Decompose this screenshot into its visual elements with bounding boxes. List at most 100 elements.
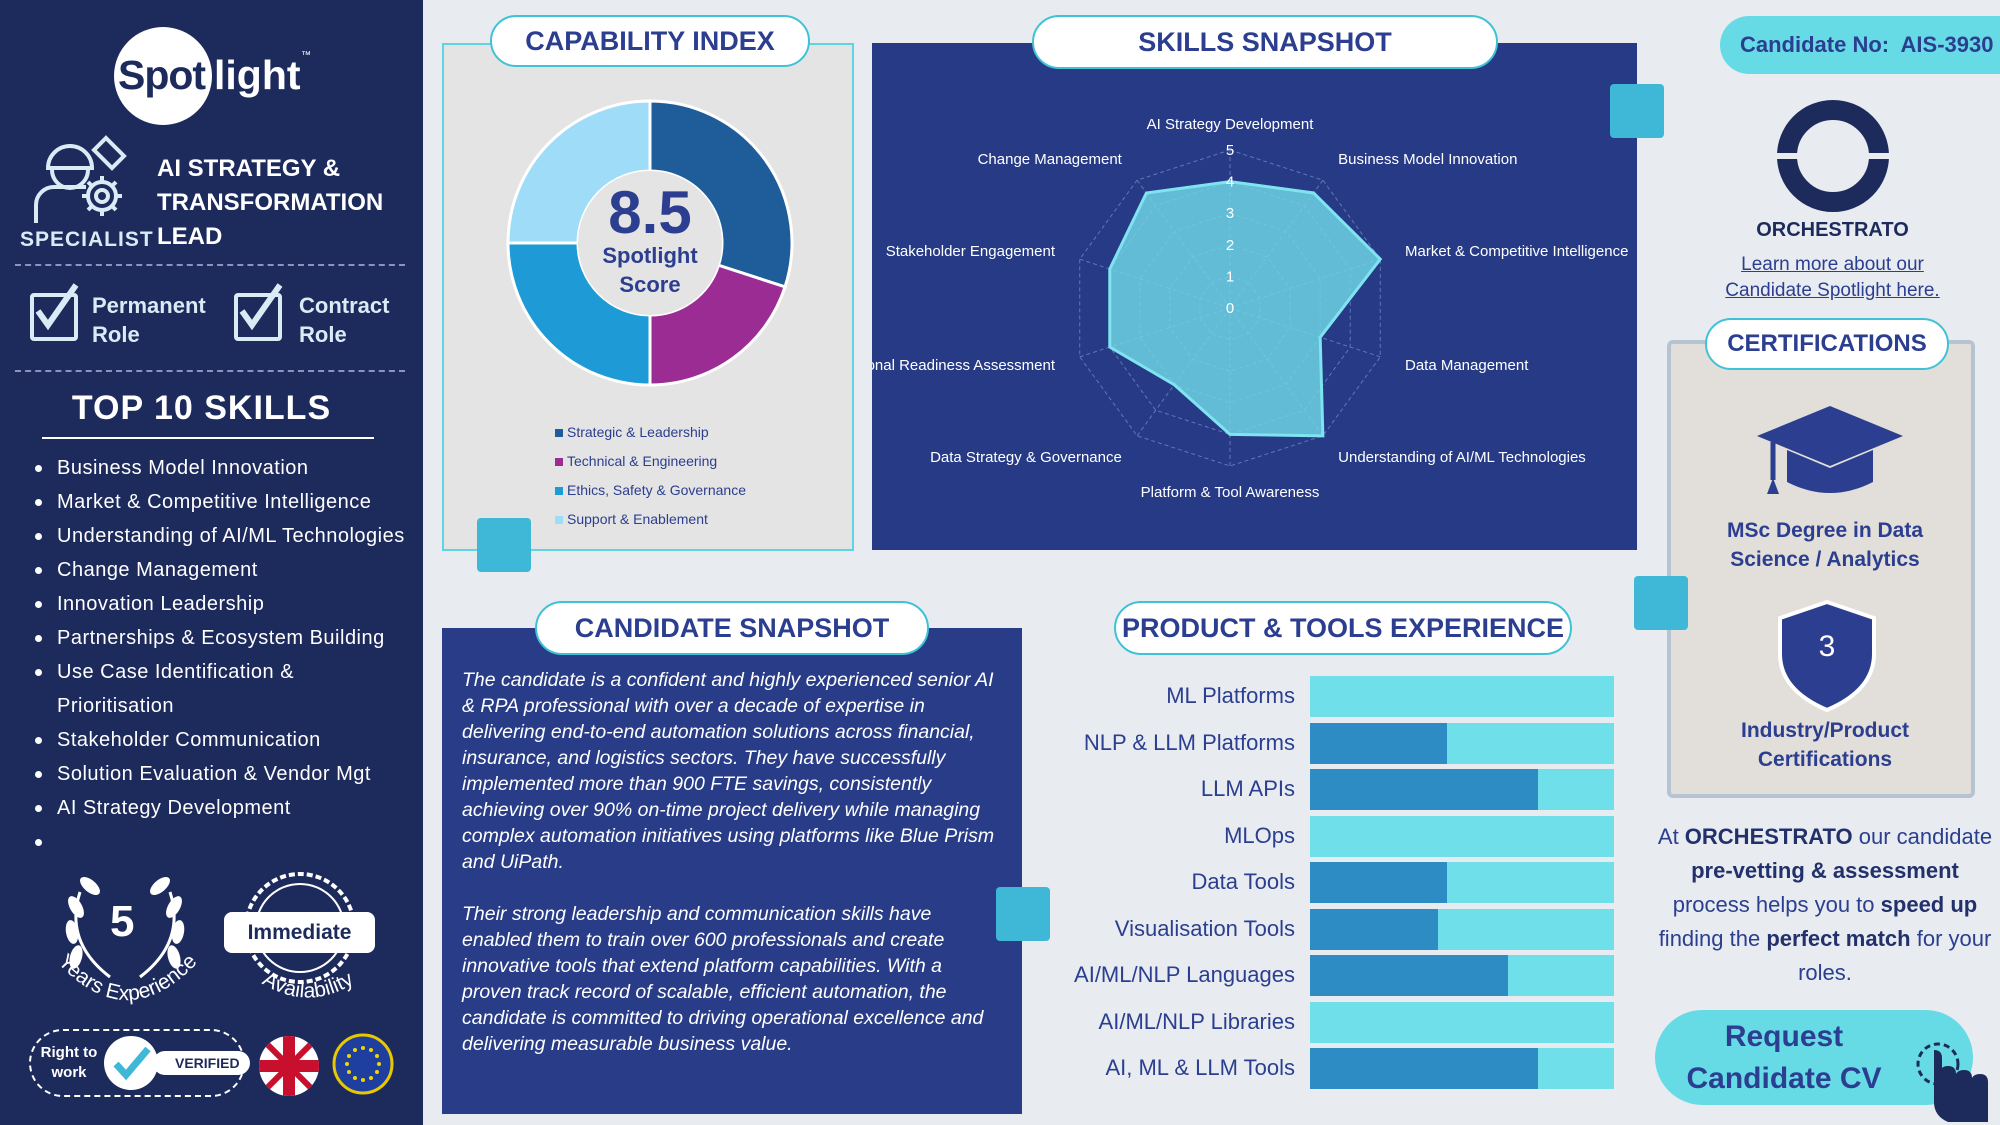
legend-swatch xyxy=(555,487,563,496)
tool-label: MLOps xyxy=(1224,822,1295,848)
certifications-title: CERTIFICATIONS xyxy=(1705,318,1949,370)
uk-flag-icon xyxy=(259,1036,319,1096)
summary-paragraph-1: The candidate is a confident and highly … xyxy=(462,669,995,873)
donut-hole xyxy=(578,171,722,315)
tool-label: AI, ML & LLM Tools xyxy=(1105,1055,1295,1080)
legend-item: Strategic & Leadership xyxy=(555,418,746,447)
tool-bar-fill xyxy=(1310,908,1438,950)
tool-row: Visualisation Tools xyxy=(995,908,1615,950)
skill-item: Stakeholder Communication xyxy=(30,723,410,757)
shield-icon xyxy=(1778,599,1876,713)
top-skills-title: TOP 10 SKILLS xyxy=(71,389,332,427)
request-cv-button[interactable]: Request Candidate CV xyxy=(1655,1010,1973,1105)
radar-tick-label: 5 xyxy=(1226,142,1234,159)
verified-label: VERIFIED xyxy=(153,1051,250,1075)
skill-item: Solution Evaluation & Vendor Mgt xyxy=(30,757,410,791)
legend-item: Support & Enablement xyxy=(555,505,746,534)
legend-label: Ethics, Safety & Governance xyxy=(567,482,746,498)
tool-bar xyxy=(1310,815,1614,857)
tool-row: NLP & LLM Platforms xyxy=(995,722,1615,764)
legend-label: Strategic & Leadership xyxy=(567,424,709,440)
logo-tm: ™ xyxy=(301,50,311,61)
legend-swatch xyxy=(555,458,563,467)
right-to-work-label: Right to work xyxy=(40,1044,98,1081)
radar-category-label: Stakeholder Engagement xyxy=(886,243,1056,260)
skills-radar-chart: 0 1 2 3 4 5 AI Strategy Development Business Mo… xyxy=(872,116,1628,501)
tool-bar xyxy=(1310,862,1614,903)
candidate-summary: The candidate is a confident and highly … xyxy=(462,667,1002,1057)
tool-bar xyxy=(1310,955,1614,996)
tool-bar xyxy=(1310,1001,1614,1043)
radar-category-label: Change Management xyxy=(978,151,1123,168)
radar-category-label: Understanding of AI/ML Technologies xyxy=(1338,449,1586,466)
cert-count: 3 xyxy=(1818,630,1836,663)
divider xyxy=(15,264,405,266)
top-skills-list: Business Model Innovation Market & Compe… xyxy=(30,451,410,846)
tool-label: Data Tools xyxy=(1191,869,1295,894)
tool-bar-fill xyxy=(1310,722,1447,764)
logo-text-spot: Spot xyxy=(118,52,206,98)
pitch-part: process helps you to xyxy=(1672,892,1881,917)
orchestrato-name: ORCHESTRATO xyxy=(1756,219,1909,241)
permanent-role-label: Permanent Role xyxy=(92,293,206,347)
legend-swatch xyxy=(555,429,563,438)
role-title: AI STRATEGY & TRANSFORMATION LEAD xyxy=(157,155,384,250)
graduation-cap-icon xyxy=(1757,406,1903,494)
pitch-brand: ORCHESTRATO xyxy=(1684,824,1853,849)
tool-label: AI/ML/NLP Languages xyxy=(1074,962,1295,987)
tool-row: LLM APIs xyxy=(995,769,1615,810)
radar-category-label: Data Strategy & Governance xyxy=(930,449,1122,466)
radar-category-label: Data Management xyxy=(1405,357,1529,374)
learn-more-link[interactable]: Learn more about our Candidate Spotlight… xyxy=(1725,254,1940,301)
tool-label: ML Platforms xyxy=(1166,683,1295,708)
capability-legend: Strategic & Leadership Technical & Engin… xyxy=(555,418,746,534)
skill-item: Use Case Identification & Prioritisation xyxy=(30,655,410,723)
tool-label: NLP & LLM Platforms xyxy=(1083,729,1295,755)
verified-check-icon xyxy=(104,1036,158,1090)
radar-category-label: Business Model Innovation xyxy=(1338,151,1517,168)
divider xyxy=(15,370,405,372)
tool-row: ML Platforms xyxy=(995,676,1615,717)
degree-label: MSc Degree in Data Science / Analytics xyxy=(1726,519,1924,571)
skill-item: Understanding of AI/ML Technologies xyxy=(30,519,410,553)
pitch-bold: perfect match xyxy=(1766,926,1911,951)
decor-square xyxy=(477,518,531,572)
radar-category-label: Platform & Tool Awareness xyxy=(1141,484,1320,501)
orchestrato-logo-icon xyxy=(1777,100,1889,212)
candidate-number-label: Candidate No: xyxy=(1740,32,1890,57)
capability-donut-chart xyxy=(506,99,794,387)
radar-category-label: Market & Competitive Intelligence xyxy=(1405,243,1628,260)
specialist-label: SPECIALIST xyxy=(20,228,154,251)
radar-tick-label: 3 xyxy=(1226,205,1234,222)
score-label-1: Spotlight xyxy=(602,243,698,268)
legend-swatch xyxy=(555,516,563,525)
contract-role-check-icon xyxy=(234,283,283,341)
availability-pill: Immediate xyxy=(224,912,375,953)
pitch-part: At xyxy=(1657,824,1685,849)
skill-item: Change Management xyxy=(30,553,410,587)
skill-item: Market & Competitive Intelligence xyxy=(30,485,410,519)
top-skills-underline xyxy=(42,437,374,439)
score-label-2: Score xyxy=(619,272,681,297)
legend-item: Ethics, Safety & Governance xyxy=(555,476,746,505)
radar-tick-label: 4 xyxy=(1226,174,1234,191)
laurel-wreath-icon xyxy=(65,877,185,979)
pitch-part: our candidate xyxy=(1852,824,1993,849)
tool-bar-fill xyxy=(1310,955,1508,996)
tool-label: LLM APIs xyxy=(1200,776,1295,801)
tool-bar-fill xyxy=(1310,1048,1538,1089)
tool-row: AI/ML/NLP Libraries xyxy=(995,1001,1615,1043)
tool-row: MLOps xyxy=(995,815,1615,857)
tool-bar xyxy=(1310,908,1614,950)
tool-row: AI/ML/NLP Languages xyxy=(995,955,1615,996)
decor-square xyxy=(1634,576,1688,630)
spotlight-score: 8.5 xyxy=(608,179,692,246)
tools-title: PRODUCT & TOOLS EXPERIENCE xyxy=(1114,601,1572,655)
decor-square xyxy=(1610,84,1664,138)
request-cv-label: Request Candidate CV xyxy=(1686,1020,1882,1095)
candidate-number: Candidate No: AIS-3930 xyxy=(1720,16,2000,74)
radar-category-label: Organisational Readiness Assessment xyxy=(872,357,1056,374)
tool-bar xyxy=(1310,722,1614,764)
skill-item: Partnerships & Ecosystem Building xyxy=(30,621,410,655)
logo-circle xyxy=(114,27,212,125)
